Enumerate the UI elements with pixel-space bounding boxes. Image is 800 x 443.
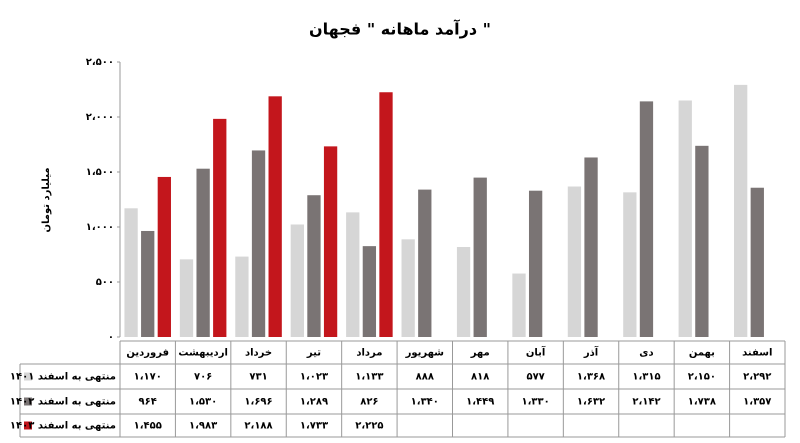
x-tick-label: فروردین — [126, 348, 169, 359]
table-value: ۱،۳۶۸ — [577, 372, 605, 383]
y-tick-label: ۲،۰۰۰ — [86, 112, 114, 123]
bar — [213, 118, 227, 338]
x-tick-label: تیر — [306, 348, 321, 359]
table-value: ۷۳۱ — [249, 372, 267, 383]
table-value: ۱،۳۱۵ — [632, 372, 660, 383]
table-value: ۱،۹۸۳ — [189, 421, 217, 432]
table-value: ۱،۷۳۳ — [300, 421, 328, 432]
table-value: ۱،۳۵۷ — [743, 397, 771, 408]
bar — [251, 150, 266, 337]
x-tick-label: بهمن — [689, 348, 715, 359]
bar — [268, 96, 282, 337]
table-value: ۸۸۸ — [416, 372, 434, 383]
legend-swatch — [24, 421, 32, 430]
y-tick-label: ۰ — [108, 332, 114, 343]
bar — [346, 212, 360, 337]
bar — [141, 230, 155, 337]
bar — [401, 239, 415, 337]
bar — [678, 100, 692, 337]
bar — [473, 177, 487, 337]
table-value: ۹۶۴ — [139, 397, 157, 408]
bar — [235, 256, 249, 337]
table-value: ۱،۴۵۵ — [134, 421, 162, 432]
y-tick-label: ۲،۵۰۰ — [86, 57, 114, 68]
bar — [456, 247, 471, 337]
table-value: ۱،۳۳۰ — [522, 397, 550, 408]
legend-label: منتهی به اسفند ۱۴۰۲ — [10, 397, 116, 408]
bar — [567, 186, 582, 337]
table-value: ۱،۶۳۲ — [577, 397, 605, 408]
bar — [584, 157, 598, 337]
legend-swatch — [24, 372, 32, 381]
y-axis-label: میلیارد تومان — [41, 167, 52, 232]
x-tick-label: آذر — [583, 346, 599, 359]
bar — [639, 101, 654, 337]
table-value: ۱،۳۴۰ — [411, 397, 439, 408]
table-value: ۸۲۶ — [360, 397, 378, 408]
x-tick-label: آبان — [526, 346, 546, 359]
bar — [362, 246, 377, 337]
bar — [124, 208, 138, 337]
table-value: ۱،۴۴۹ — [466, 397, 494, 408]
table-value: ۵۷۷ — [526, 372, 544, 383]
table-value: ۱،۵۳۰ — [189, 397, 217, 408]
bar — [512, 273, 526, 337]
x-tick-label: اردیبهشت — [178, 348, 228, 359]
table-value: ۱،۱۳۳ — [355, 372, 383, 383]
table-value: ۲،۱۵۰ — [688, 372, 716, 383]
bar — [734, 84, 748, 337]
y-tick-label: ۱،۵۰۰ — [86, 167, 114, 178]
table-value: ۲،۲۲۵ — [355, 421, 383, 432]
legend-swatch — [24, 397, 32, 406]
bar — [323, 146, 338, 337]
bar — [196, 168, 210, 337]
table-value: ۲،۱۸۸ — [244, 421, 272, 432]
table-value: ۱،۶۹۶ — [244, 397, 272, 408]
bar — [623, 192, 637, 337]
x-tick-label: مرداد — [356, 348, 382, 359]
x-tick-label: شهریور — [405, 348, 445, 359]
legend-label: منتهی به اسفند ۱۴۰۱ — [10, 372, 116, 383]
table-value: ۱،۱۷۰ — [134, 372, 162, 383]
bar — [307, 195, 321, 337]
y-tick-label: ۱،۰۰۰ — [86, 222, 114, 233]
bar — [695, 145, 709, 337]
x-tick-label: خرداد — [245, 348, 272, 359]
table-value: ۲،۱۴۲ — [632, 397, 660, 408]
bar — [157, 176, 171, 337]
chart-title: درآمد ماهانه " فجهان " — [309, 19, 491, 39]
bar — [290, 224, 304, 337]
bar — [179, 259, 194, 337]
bar — [750, 187, 764, 337]
y-tick-label: ۵۰۰ — [96, 277, 114, 288]
bar — [379, 92, 393, 337]
x-tick-label: اسفند — [742, 348, 772, 359]
table-value: ۲،۲۹۲ — [743, 372, 771, 383]
table-value: ۷۰۶ — [194, 372, 212, 383]
table-value: ۱،۰۲۳ — [300, 372, 328, 383]
bar — [418, 189, 432, 337]
x-tick-label: دی — [639, 348, 653, 359]
bar — [528, 190, 543, 337]
legend-label: منتهی به اسفند ۱۴۰۳ — [10, 421, 116, 432]
x-tick-label: مهر — [470, 348, 490, 359]
table-value: ۸۱۸ — [471, 372, 489, 383]
table-value: ۱،۲۸۹ — [300, 397, 328, 408]
table-value: ۱،۷۳۸ — [688, 397, 716, 408]
